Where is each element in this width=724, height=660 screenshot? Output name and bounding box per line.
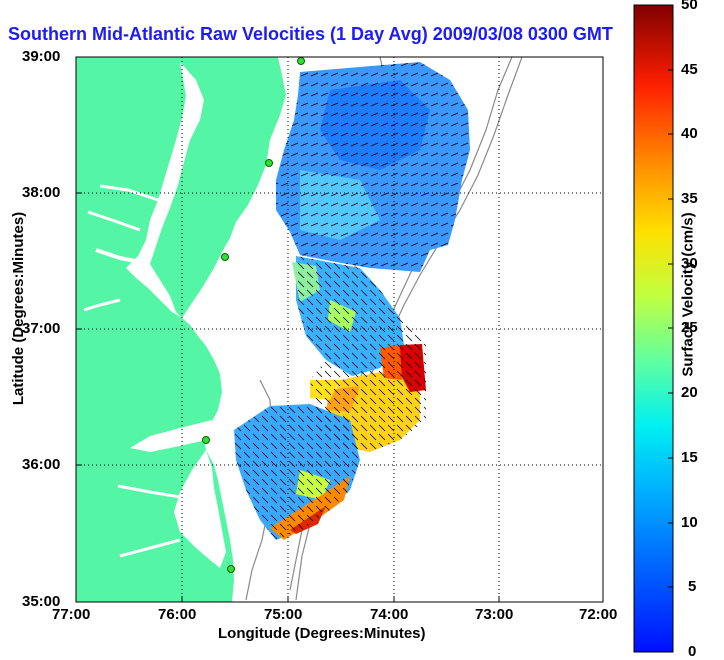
radar-site-marker	[227, 565, 235, 573]
colorbar-tick-label: 20	[681, 384, 698, 401]
river	[119, 538, 181, 558]
y-tick-label: 36:00	[22, 456, 61, 473]
colorbar-tick-label: 10	[681, 514, 698, 531]
y-tick-label: 37:00	[22, 320, 61, 337]
radar-site-marker	[202, 436, 210, 444]
colorbar-tick-label: 30	[681, 255, 698, 272]
colorbar-tick-label: 45	[681, 61, 698, 78]
map-title: Southern Mid-Atlantic Raw Velocities (1 …	[8, 24, 613, 44]
x-tick-marks	[75, 596, 604, 602]
x-axis-label: Longitude (Degrees:Minutes)	[218, 625, 426, 642]
velocity-arrows	[234, 62, 470, 540]
river	[83, 298, 121, 312]
y-tick-marks	[76, 56, 82, 603]
x-tick-label: 73:00	[475, 606, 514, 623]
y-axis-label: Latitude (Degrees:Minutes)	[10, 211, 28, 406]
grid-lines	[76, 57, 603, 602]
y-tick-label: 38:00	[22, 184, 61, 201]
river	[117, 484, 187, 500]
radar-sites	[202, 57, 305, 573]
colorbar-ticks	[668, 4, 673, 653]
y-tick-label: 35:00	[22, 593, 61, 610]
colorbar-tick-label: 15	[681, 449, 698, 466]
colorbar-tick-label: 5	[688, 578, 697, 595]
radar-site-marker	[221, 253, 229, 261]
albemarle-sound	[130, 420, 212, 452]
colorbar-tick-label: 40	[681, 125, 698, 142]
colorbar-tick-label: 25	[681, 319, 698, 336]
river	[87, 210, 141, 232]
colorbar	[634, 5, 673, 652]
y-tick-label: 39:00	[22, 48, 61, 65]
x-tick-label: 76:00	[158, 606, 197, 623]
colorbar-label: Surface Velocity (cm/s)	[679, 212, 697, 377]
river	[99, 184, 159, 202]
river	[95, 248, 151, 266]
colorbar-tick-label: 50	[681, 0, 698, 13]
x-tick-label: 74:00	[370, 606, 409, 623]
radar-site-marker	[297, 57, 305, 65]
colorbar-tick-label: 0	[688, 643, 697, 660]
colorbar-tick-label: 35	[681, 190, 698, 207]
pamlico-sound	[174, 450, 226, 568]
chesapeake-bay	[126, 62, 204, 318]
x-tick-label: 72:00	[579, 606, 618, 623]
x-tick-label: 77:00	[52, 606, 91, 623]
x-tick-label: 75:00	[264, 606, 303, 623]
radar-site-marker	[265, 159, 273, 167]
